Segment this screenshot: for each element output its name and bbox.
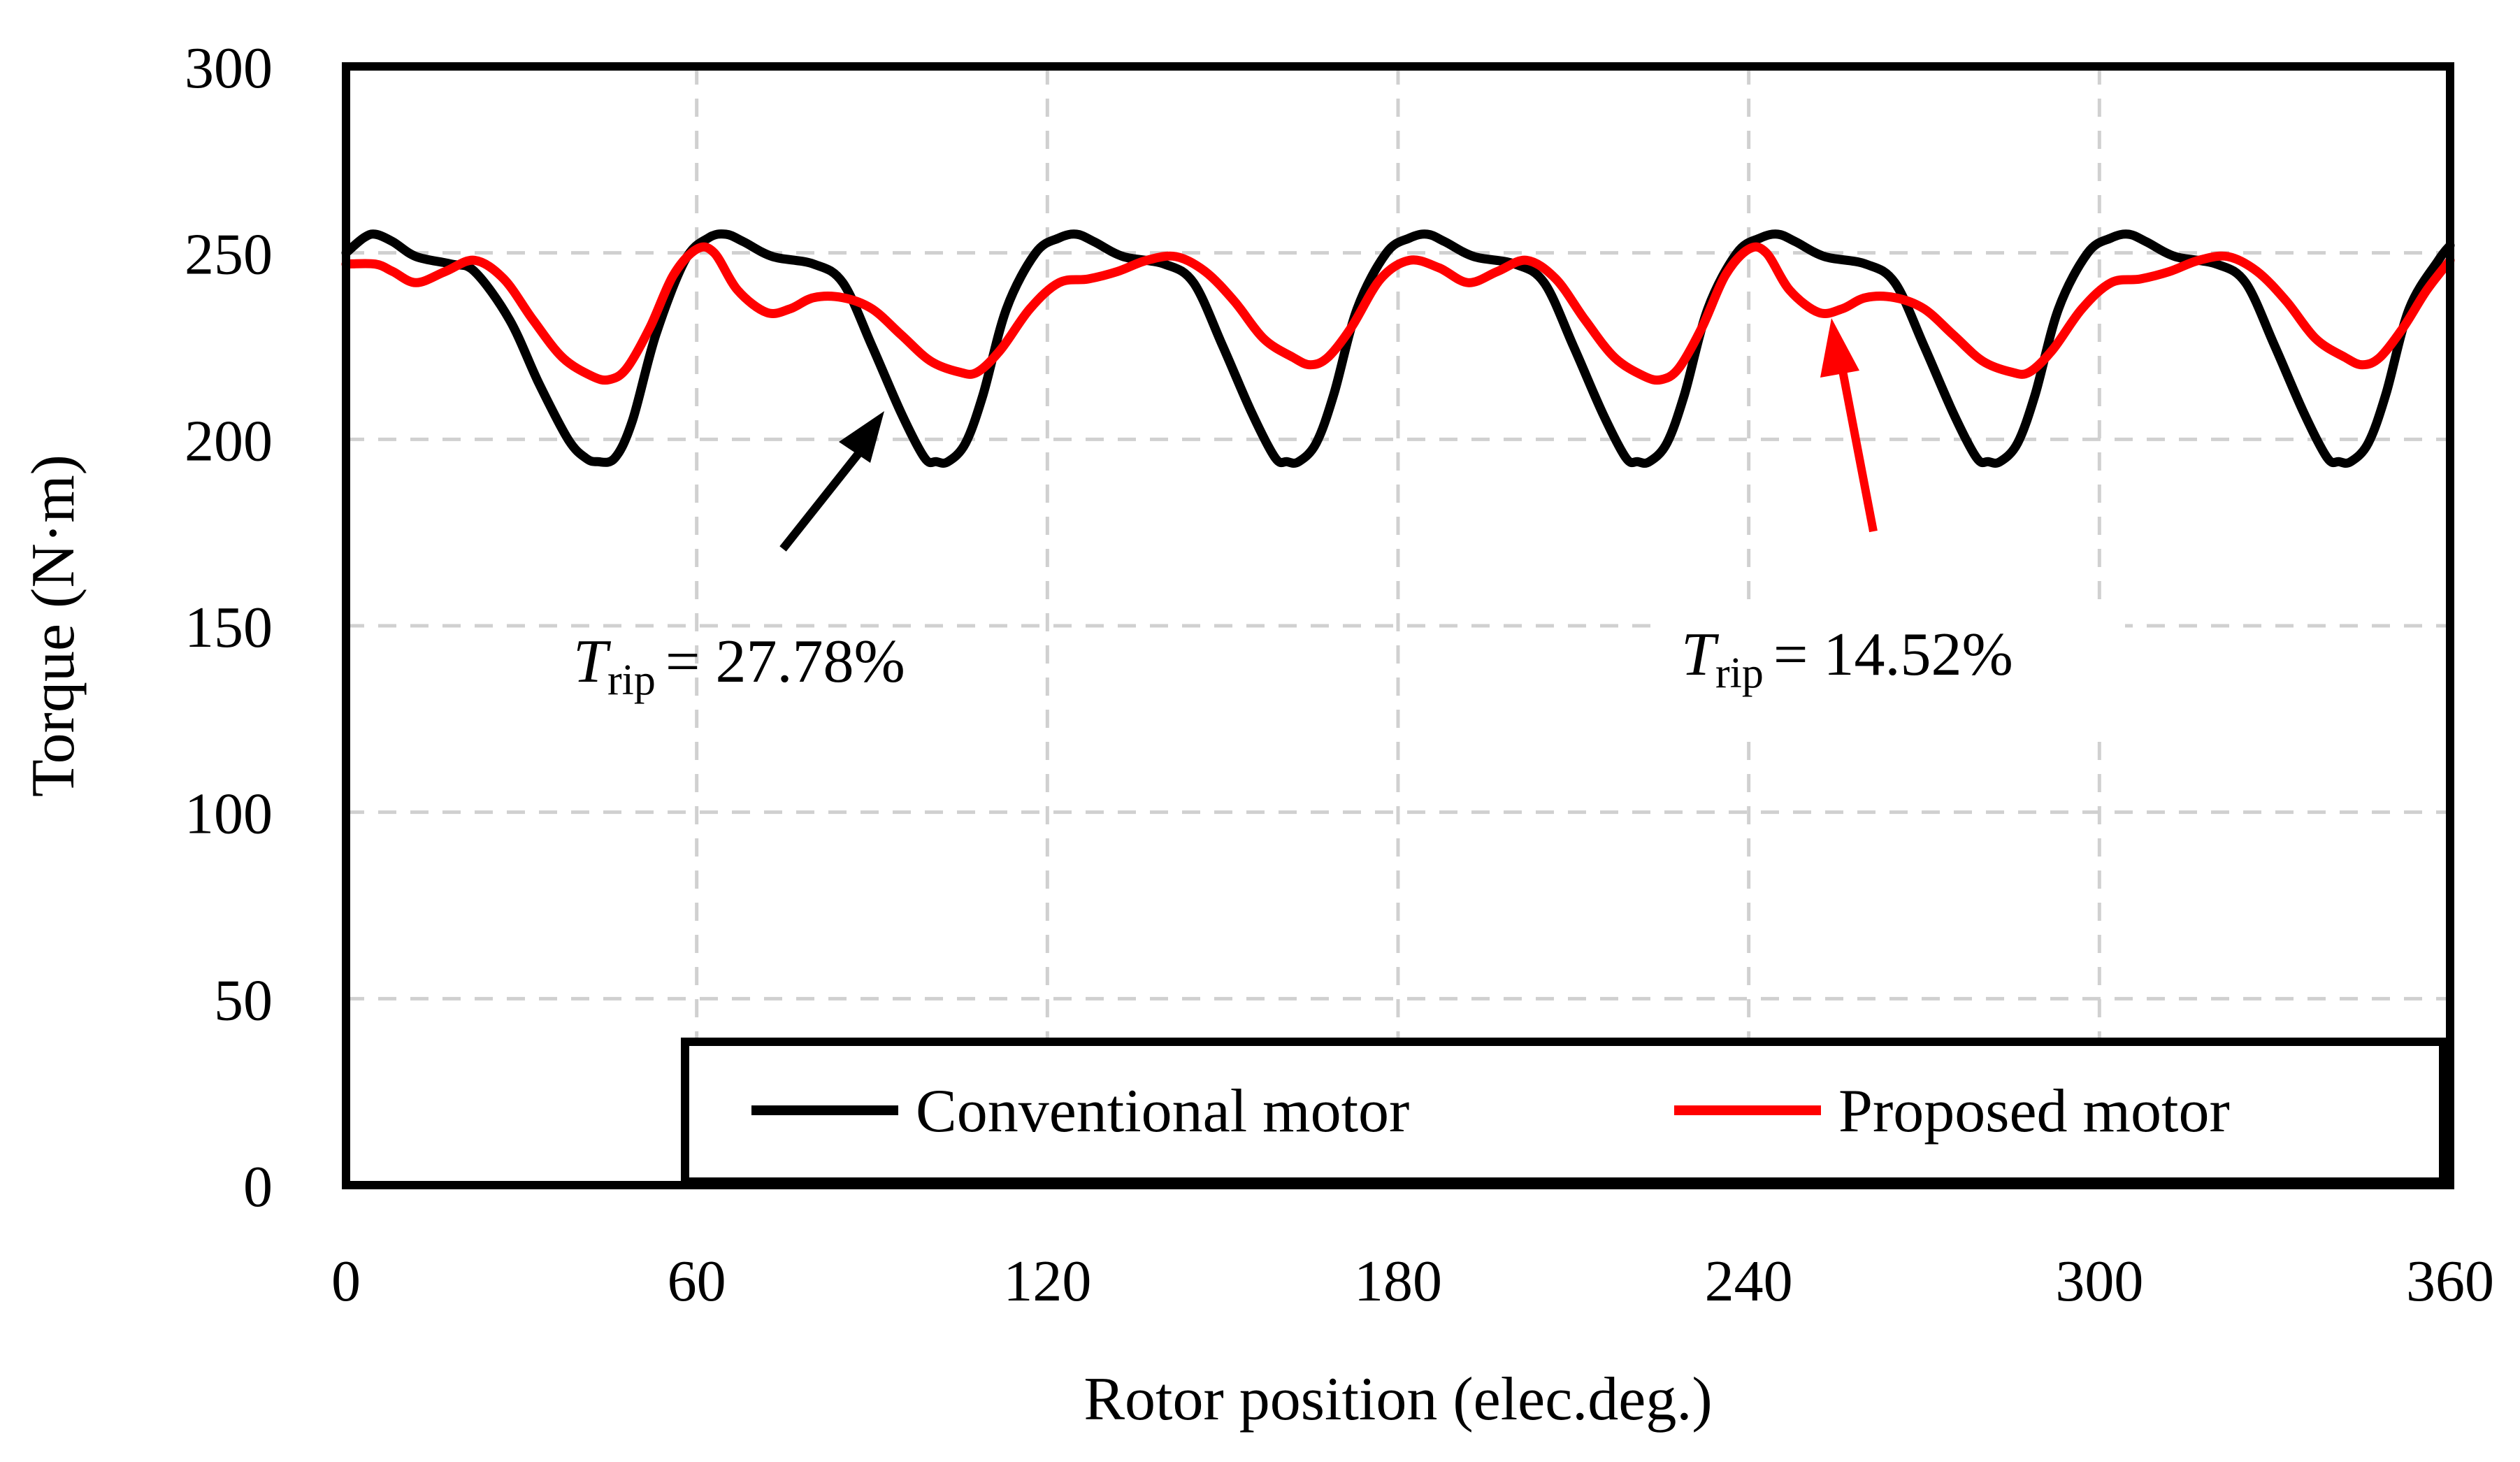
x-tick-labels: 0 60 120 180 240 300 360 (331, 1249, 2494, 1314)
x-tick-label: 240 (1705, 1249, 1793, 1314)
y-tick-label: 250 (185, 222, 273, 287)
annotation-proposed-symbol: T (1681, 621, 1720, 689)
y-tick-label: 0 (243, 1154, 273, 1219)
x-axis-title: Rotor position (elec.deg.) (1083, 1366, 1712, 1433)
annotation-proposed-value: = 14.52% (1773, 621, 2013, 689)
y-tick-label: 200 (185, 408, 273, 473)
annotation-arrows (779, 318, 1878, 552)
y-tick-label: 100 (185, 782, 273, 847)
y-tick-label: 150 (185, 595, 273, 660)
y-tick-label: 50 (214, 968, 273, 1033)
annotation-conventional: Trip = 27.78% (573, 628, 905, 704)
plot-frame (342, 62, 2454, 1189)
arrow-conventional-head (839, 411, 884, 463)
arrow-proposed-shaft (1838, 366, 1878, 533)
annotation-conventional-value: = 27.78% (665, 628, 905, 696)
x-tick-label: 0 (331, 1249, 361, 1314)
series-line-proposed (341, 242, 2455, 385)
annotation-proposed: Trip = 14.52% (1681, 621, 2013, 697)
arrow-proposed-head (1820, 318, 1859, 378)
x-tick-label: 60 (668, 1249, 726, 1314)
annotation-conventional-symbol: T (573, 628, 612, 696)
y-axis-title: Torque (N·m) (20, 454, 87, 797)
y-tick-labels: 0 50 100 150 200 250 300 (185, 36, 273, 1219)
y-tick-label: 300 (185, 36, 273, 101)
arrow-conventional-shaft (779, 445, 867, 552)
annotation-conventional-subscript: rip (607, 657, 656, 704)
series-group (341, 229, 2455, 468)
annotation-proposed-bg (1664, 608, 2125, 734)
x-tick-label: 120 (1003, 1249, 1091, 1314)
legend-label-conventional: Conventional motor (916, 1077, 1409, 1145)
x-tick-label: 360 (2406, 1249, 2494, 1314)
legend-label-proposed: Proposed motor (1838, 1077, 2230, 1145)
x-tick-label: 180 (1354, 1249, 1442, 1314)
legend: Conventional motor Proposed motor (681, 1038, 2447, 1186)
annotation-proposed-subscript: rip (1715, 650, 1764, 697)
x-tick-label: 300 (2055, 1249, 2143, 1314)
